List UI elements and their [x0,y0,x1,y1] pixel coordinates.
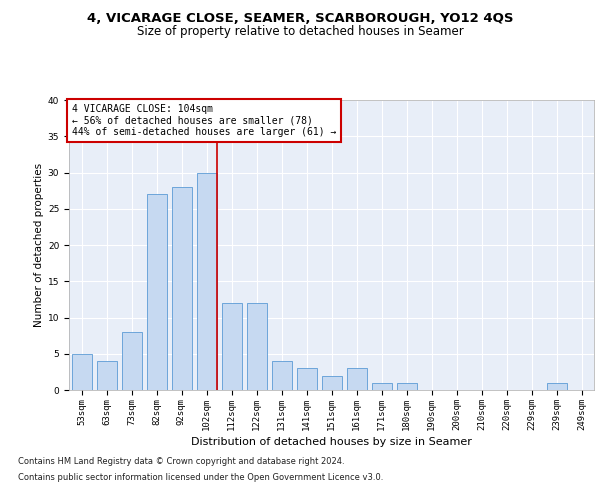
Bar [371,383,392,390]
Text: 4, VICARAGE CLOSE, SEAMER, SCARBOROUGH, YO12 4QS: 4, VICARAGE CLOSE, SEAMER, SCARBOROUGH, … [87,12,513,26]
Text: Size of property relative to detached houses in Seamer: Size of property relative to detached ho… [137,25,463,38]
Bar [347,368,367,390]
Bar [97,361,116,390]
Bar [397,383,416,390]
Text: 4 VICARAGE CLOSE: 104sqm
← 56% of detached houses are smaller (78)
44% of semi-d: 4 VICARAGE CLOSE: 104sqm ← 56% of detach… [71,104,336,137]
Bar [296,368,317,390]
Bar [322,376,341,390]
Bar [247,303,266,390]
Bar [271,361,292,390]
Bar [71,354,91,390]
Text: Contains HM Land Registry data © Crown copyright and database right 2024.: Contains HM Land Registry data © Crown c… [18,458,344,466]
Bar [172,187,191,390]
Bar [197,172,217,390]
X-axis label: Distribution of detached houses by size in Seamer: Distribution of detached houses by size … [191,437,472,447]
Bar [146,194,167,390]
Bar [121,332,142,390]
Text: Contains public sector information licensed under the Open Government Licence v3: Contains public sector information licen… [18,472,383,482]
Bar [221,303,241,390]
Y-axis label: Number of detached properties: Number of detached properties [34,163,44,327]
Bar [547,383,566,390]
